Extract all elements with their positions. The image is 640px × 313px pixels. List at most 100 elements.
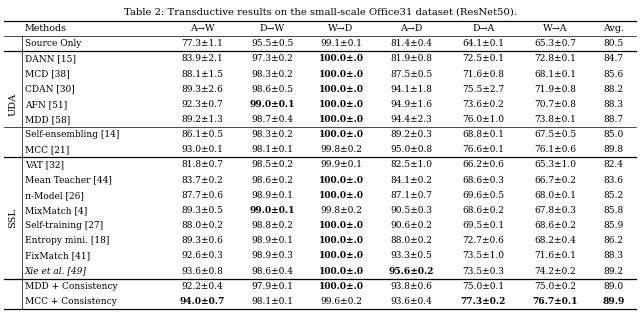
Text: 73.8±0.1: 73.8±0.1 <box>534 115 577 124</box>
Text: 68.1±0.1: 68.1±0.1 <box>534 69 577 79</box>
Text: 71.6±0.1: 71.6±0.1 <box>534 251 577 260</box>
Text: 68.6±0.3: 68.6±0.3 <box>463 176 504 185</box>
Text: 86.1±0.5: 86.1±0.5 <box>181 130 223 139</box>
Text: 95.6±0.2: 95.6±0.2 <box>388 267 434 276</box>
Text: 100.0±.0: 100.0±.0 <box>319 130 364 139</box>
Text: 87.5±0.5: 87.5±0.5 <box>390 69 433 79</box>
Text: 74.2±0.2: 74.2±0.2 <box>534 267 576 276</box>
Text: 95.0±0.8: 95.0±0.8 <box>390 145 433 154</box>
Text: 68.6±0.2: 68.6±0.2 <box>463 206 504 215</box>
Text: AFN [51]: AFN [51] <box>25 100 67 109</box>
Text: 89.2: 89.2 <box>604 267 624 276</box>
Text: 68.0±0.1: 68.0±0.1 <box>534 191 577 200</box>
Text: MCD [38]: MCD [38] <box>25 69 70 79</box>
Text: 75.5±2.7: 75.5±2.7 <box>462 85 504 94</box>
Text: 89.3±2.6: 89.3±2.6 <box>181 85 223 94</box>
Text: 68.8±0.1: 68.8±0.1 <box>462 130 504 139</box>
Text: 68.6±0.2: 68.6±0.2 <box>534 221 577 230</box>
Text: 88.0±0.2: 88.0±0.2 <box>390 236 432 245</box>
Text: Source Only: Source Only <box>25 39 81 48</box>
Text: 85.6: 85.6 <box>604 69 624 79</box>
Text: VAT [32]: VAT [32] <box>25 161 64 170</box>
Text: 69.6±0.5: 69.6±0.5 <box>462 191 504 200</box>
Text: 90.6±0.2: 90.6±0.2 <box>390 221 432 230</box>
Text: 65.3±0.7: 65.3±0.7 <box>534 39 577 48</box>
Text: 100.0±.0: 100.0±.0 <box>319 267 364 276</box>
Text: 83.6: 83.6 <box>604 176 624 185</box>
Text: Entropy mini. [18]: Entropy mini. [18] <box>25 236 109 245</box>
Text: 76.1±0.6: 76.1±0.6 <box>534 145 577 154</box>
Text: 100.0±.0: 100.0±.0 <box>319 176 364 185</box>
Text: 99.8±0.2: 99.8±0.2 <box>320 145 362 154</box>
Text: 89.0: 89.0 <box>604 282 624 291</box>
Text: 75.0±0.1: 75.0±0.1 <box>462 282 504 291</box>
Text: 76.0±1.0: 76.0±1.0 <box>462 115 504 124</box>
Text: 88.1±1.5: 88.1±1.5 <box>181 69 223 79</box>
Text: π-Model [26]: π-Model [26] <box>25 191 84 200</box>
Text: 100.0±.0: 100.0±.0 <box>319 54 364 64</box>
Text: 98.9±0.1: 98.9±0.1 <box>252 191 293 200</box>
Text: MDD + Consistency: MDD + Consistency <box>25 282 118 291</box>
Text: 89.2±1.3: 89.2±1.3 <box>181 115 223 124</box>
Text: 98.8±0.2: 98.8±0.2 <box>252 221 293 230</box>
Text: 100.0±.0: 100.0±.0 <box>319 115 364 124</box>
Text: 100.0±.0: 100.0±.0 <box>319 282 364 291</box>
Text: 86.2: 86.2 <box>604 236 624 245</box>
Text: 73.5±1.0: 73.5±1.0 <box>462 251 504 260</box>
Text: 94.4±2.3: 94.4±2.3 <box>390 115 432 124</box>
Text: 98.6±0.2: 98.6±0.2 <box>252 176 293 185</box>
Text: 93.3±0.5: 93.3±0.5 <box>390 251 432 260</box>
Text: 68.2±0.4: 68.2±0.4 <box>534 236 577 245</box>
Text: FixMatch [41]: FixMatch [41] <box>25 251 90 260</box>
Text: Self-ensembling [14]: Self-ensembling [14] <box>25 130 120 139</box>
Text: 85.8: 85.8 <box>604 206 624 215</box>
Text: 67.5±0.5: 67.5±0.5 <box>534 130 577 139</box>
Text: 100.0±.0: 100.0±.0 <box>319 236 364 245</box>
Text: 69.5±0.1: 69.5±0.1 <box>462 221 504 230</box>
Text: 82.5±1.0: 82.5±1.0 <box>390 161 433 170</box>
Text: 89.3±0.6: 89.3±0.6 <box>181 236 223 245</box>
Text: 98.3±0.2: 98.3±0.2 <box>252 69 293 79</box>
Text: 66.7±0.2: 66.7±0.2 <box>534 176 577 185</box>
Text: 65.3±1.0: 65.3±1.0 <box>534 161 577 170</box>
Text: 88.2: 88.2 <box>604 85 624 94</box>
Text: 73.5±0.3: 73.5±0.3 <box>463 267 504 276</box>
Text: 77.3±1.1: 77.3±1.1 <box>181 39 223 48</box>
Text: 72.7±0.6: 72.7±0.6 <box>463 236 504 245</box>
Text: 83.7±0.2: 83.7±0.2 <box>181 176 223 185</box>
Text: Avg.: Avg. <box>604 24 624 33</box>
Text: D→W: D→W <box>260 24 285 33</box>
Text: D→A: D→A <box>472 24 495 33</box>
Text: 100.0±.0: 100.0±.0 <box>319 85 364 94</box>
Text: 99.6±0.2: 99.6±0.2 <box>320 297 362 306</box>
Text: 72.5±0.1: 72.5±0.1 <box>462 54 504 64</box>
Text: 71.9±0.8: 71.9±0.8 <box>534 85 577 94</box>
Text: 93.6±0.4: 93.6±0.4 <box>390 297 432 306</box>
Text: SSL: SSL <box>8 208 17 228</box>
Text: 89.3±0.5: 89.3±0.5 <box>181 206 223 215</box>
Text: 70.7±0.8: 70.7±0.8 <box>534 100 577 109</box>
Text: 98.1±0.1: 98.1±0.1 <box>252 145 293 154</box>
Text: 100.0±.0: 100.0±.0 <box>319 191 364 200</box>
Text: 89.8: 89.8 <box>604 145 624 154</box>
Text: 94.9±1.6: 94.9±1.6 <box>390 100 433 109</box>
Text: 100.0±.0: 100.0±.0 <box>319 100 364 109</box>
Text: Table 2: Transductive results on the small-scale Office31 dataset (ResNet50).: Table 2: Transductive results on the sma… <box>124 8 516 17</box>
Text: 92.2±0.4: 92.2±0.4 <box>181 282 223 291</box>
Text: 81.9±0.8: 81.9±0.8 <box>390 54 433 64</box>
Text: Methods: Methods <box>25 24 67 33</box>
Text: 99.0±0.1: 99.0±0.1 <box>250 100 295 109</box>
Text: 99.9±0.1: 99.9±0.1 <box>320 161 362 170</box>
Text: 99.0±0.1: 99.0±0.1 <box>250 206 295 215</box>
Text: 85.9: 85.9 <box>604 221 624 230</box>
Text: 81.4±0.4: 81.4±0.4 <box>390 39 433 48</box>
Text: 66.2±0.6: 66.2±0.6 <box>463 161 504 170</box>
Text: 90.5±0.3: 90.5±0.3 <box>390 206 433 215</box>
Text: 88.3: 88.3 <box>604 100 624 109</box>
Text: 87.1±0.7: 87.1±0.7 <box>390 191 433 200</box>
Text: 89.2±0.3: 89.2±0.3 <box>390 130 432 139</box>
Text: 100.0±.0: 100.0±.0 <box>319 251 364 260</box>
Text: 93.0±0.1: 93.0±0.1 <box>181 145 223 154</box>
Text: 92.3±0.7: 92.3±0.7 <box>181 100 223 109</box>
Text: MCC [21]: MCC [21] <box>25 145 69 154</box>
